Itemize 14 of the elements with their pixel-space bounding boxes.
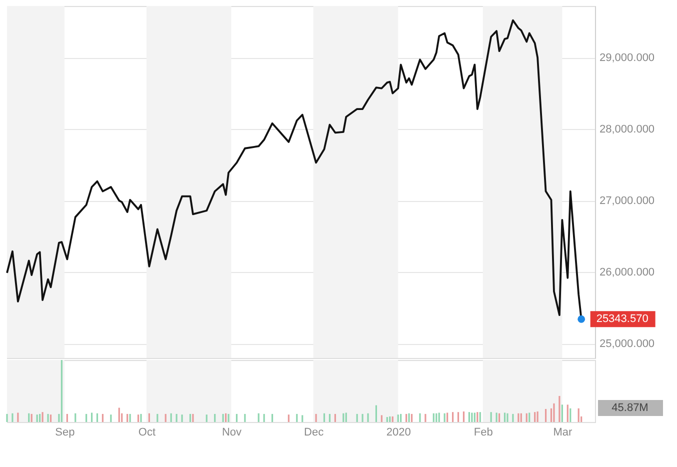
data-label: 25343.570 bbox=[596, 313, 648, 326]
y-tick-label: 29,000.000 bbox=[600, 52, 655, 64]
y-tick-label: 28,000.000 bbox=[600, 124, 655, 136]
x-tick-label: Feb bbox=[474, 426, 493, 438]
y-tick-label: 27,000.000 bbox=[600, 195, 655, 208]
x-tick-label: Nov bbox=[222, 426, 242, 438]
y-tick-label: 26,000.000 bbox=[600, 266, 655, 279]
x-tick-label: 2020 bbox=[386, 426, 411, 438]
x-tick-label: Mar bbox=[553, 426, 572, 438]
y-tick-label: 25,000.000 bbox=[600, 338, 655, 350]
text: 45.87M bbox=[612, 402, 648, 414]
x-tick-label: Dec bbox=[304, 426, 324, 438]
x-tick-label: Sep bbox=[55, 426, 75, 438]
x-tick-label: Oct bbox=[138, 426, 156, 438]
